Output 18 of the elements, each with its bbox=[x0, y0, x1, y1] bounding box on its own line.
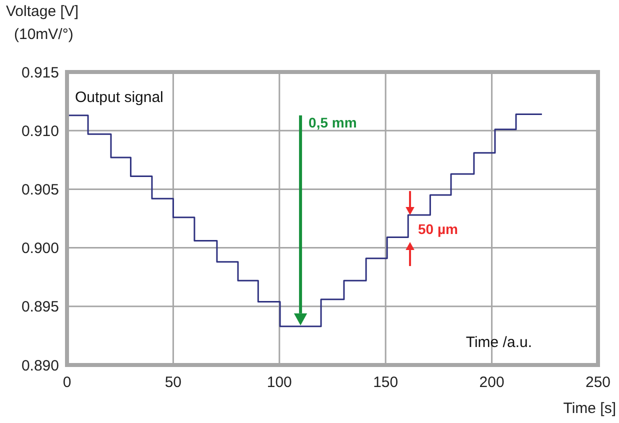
x-tick-label: 250 bbox=[585, 374, 611, 391]
annotation: Output signal bbox=[75, 89, 164, 106]
y-tick-label: 0.890 bbox=[21, 357, 59, 374]
y-tick-label: 0.905 bbox=[21, 182, 59, 199]
y-tick-label: 0.910 bbox=[21, 122, 59, 140]
x-tick-label: 200 bbox=[479, 374, 504, 391]
annotation: Time /a.u. bbox=[466, 334, 532, 351]
x-tick-label: 150 bbox=[373, 374, 398, 391]
annotation: 0,5 mm bbox=[308, 114, 357, 130]
y-tick-label: 0.900 bbox=[21, 240, 59, 258]
y-axis-title: Voltage [V] (10mV/°) bbox=[6, 3, 79, 43]
x-tick-label: 100 bbox=[266, 374, 292, 391]
y-tick-label: 0.895 bbox=[21, 298, 59, 316]
y-tick-label: 0.915 bbox=[21, 64, 59, 82]
x-axis-title: Time [s] bbox=[563, 400, 616, 417]
annotation: 50 µm bbox=[418, 221, 458, 238]
x-tick-label: 50 bbox=[164, 374, 182, 391]
x-tick-label: 0 bbox=[62, 374, 72, 391]
